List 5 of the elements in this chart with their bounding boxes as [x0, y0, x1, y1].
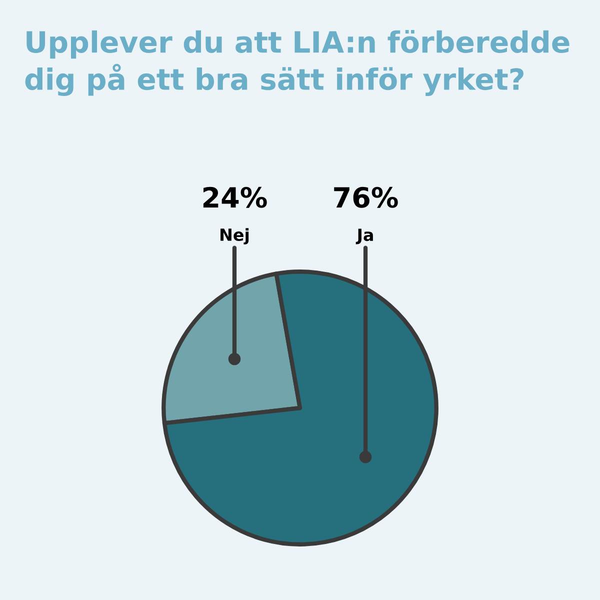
data-label: 24% — [203, 186, 267, 208]
chart-title: Upplever du att LIA:n förberedde dig på ett bra sätt inför yrket? — [25, 30, 570, 96]
slice-label: Ja — [356, 228, 373, 244]
data-label: 76% — [334, 186, 398, 208]
slice-label: Nej — [220, 228, 249, 244]
